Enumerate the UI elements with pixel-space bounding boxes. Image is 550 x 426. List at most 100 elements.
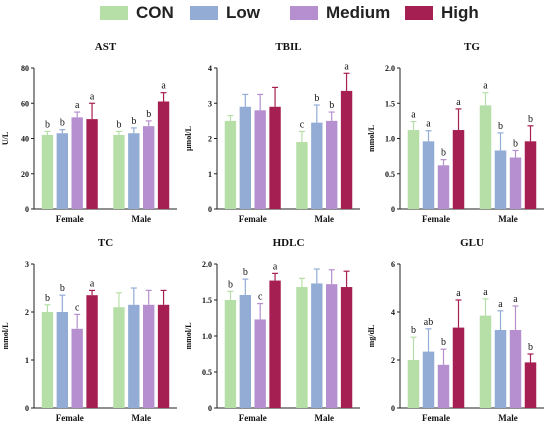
bar-high-male — [524, 141, 537, 209]
significance-label: b — [528, 342, 533, 353]
bar-medium-male — [509, 157, 522, 209]
bar-con-female — [41, 312, 54, 408]
y-tick-label: 3 — [25, 260, 29, 269]
bar-con-female — [41, 134, 54, 209]
bar-high-female — [269, 280, 281, 408]
y-tick-label: 20 — [21, 170, 29, 179]
bar-low-male — [128, 304, 140, 408]
bar-high-male — [157, 304, 170, 408]
chart-title-tbil: TBIL — [275, 41, 301, 53]
y-tick-label: 1 — [208, 170, 212, 179]
bar-medium-female — [437, 165, 450, 209]
significance-label: a — [483, 81, 488, 92]
bar-medium-female — [437, 364, 450, 408]
y-tick-label: 4 — [391, 308, 395, 317]
significance-label: b — [498, 121, 503, 132]
bar-low-male — [311, 283, 323, 408]
significance-label: c — [300, 119, 305, 130]
significance-label: b — [60, 118, 65, 129]
bar-low-male — [128, 133, 140, 209]
significance-label: b — [329, 100, 334, 111]
significance-label: c — [75, 302, 80, 313]
bar-con-female — [407, 360, 420, 408]
bar-con-female — [224, 300, 237, 408]
y-axis-label-tg: mmol/L — [367, 125, 376, 152]
y-axis-label-tc: mmol/L — [1, 322, 10, 349]
y-tick-label: 0.5 — [385, 170, 395, 179]
y-tick-label: 1.5 — [385, 99, 395, 108]
significance-label: a — [513, 294, 518, 305]
x-tick-label-female: Female — [422, 214, 450, 224]
legend-swatch-high — [405, 6, 433, 20]
chart-title-tc: TC — [98, 237, 113, 249]
y-tick-label: 0 — [25, 205, 29, 214]
y-tick-label: 0 — [208, 404, 212, 413]
y-tick-label: 3 — [208, 99, 212, 108]
bar-high-female — [452, 130, 465, 209]
bar-medium-male — [143, 126, 155, 209]
x-tick-label-male: Male — [132, 214, 152, 224]
significance-label: b — [314, 93, 319, 104]
bar-medium-male — [326, 284, 338, 408]
significance-label: a — [75, 100, 80, 111]
bar-low-female — [56, 312, 68, 408]
y-tick-label: 1 — [25, 356, 29, 365]
legend-label-medium: Medium — [326, 3, 391, 22]
y-tick-label: 1.0 — [202, 332, 212, 341]
y-tick-label: 2 — [25, 308, 29, 317]
significance-label: a — [90, 91, 95, 102]
significance-label: b — [411, 325, 416, 336]
y-tick-label: 0 — [391, 404, 395, 413]
bar-con-female — [407, 130, 420, 209]
legend-label-con: CON — [136, 3, 174, 22]
x-tick-label-female: Female — [422, 413, 450, 423]
bar-high-female — [86, 295, 98, 408]
bar-high-female — [452, 327, 465, 408]
bar-medium-male — [326, 120, 338, 209]
y-tick-label: 2 — [391, 356, 395, 365]
legend-swatch-medium — [290, 6, 318, 20]
significance-label: b — [131, 116, 136, 127]
bar-high-male — [524, 362, 537, 408]
legend-label-low: Low — [226, 3, 260, 22]
chart-hdlc: HDLC mmol/L 0 0.5 1.0 1.5 2.0 bb c a Female Male — [184, 237, 360, 423]
y-tick-label: 0 — [25, 404, 29, 413]
y-tick-label: 6 — [391, 260, 395, 269]
x-tick-label-female: Female — [239, 214, 267, 224]
bar-con-male — [113, 307, 125, 408]
bar-con-male — [479, 105, 492, 209]
bar-high-female — [269, 106, 281, 209]
y-axis-label-tbil: μmol/L — [184, 126, 193, 151]
chart-title-hdlc: HDLC — [273, 237, 305, 249]
legend-swatch-low — [190, 6, 218, 20]
legend-item-con: CON — [100, 3, 174, 22]
y-tick-label: 0.5 — [202, 368, 212, 377]
bar-medium-male — [143, 304, 155, 408]
legend-label-high: High — [441, 3, 479, 22]
y-tick-label: 0 — [391, 205, 395, 214]
x-tick-label-female: Female — [56, 413, 84, 423]
y-tick-label: 2 — [208, 135, 212, 144]
significance-label: b — [528, 114, 533, 125]
legend-item-low: Low — [190, 3, 260, 22]
y-tick-label: 0 — [208, 205, 212, 214]
bar-low-female — [422, 351, 435, 408]
bar-high-male — [340, 287, 353, 408]
significance-label: b — [45, 293, 50, 304]
bar-con-female — [224, 120, 237, 209]
bar-con-male — [113, 134, 125, 209]
significance-label: a — [161, 81, 166, 92]
significance-label: a — [411, 110, 416, 121]
significance-label: b — [60, 283, 65, 294]
legend-item-high: High — [405, 3, 479, 22]
bar-low-male — [311, 122, 323, 209]
significance-label: c — [258, 292, 263, 303]
significance-label: a — [273, 261, 278, 272]
bar-medium-female — [254, 319, 266, 408]
chart-title-ast: AST — [95, 41, 117, 53]
bar-low-male — [494, 330, 507, 408]
y-axis-label-hdlc: mmol/L — [184, 322, 193, 349]
y-tick-label: 1.5 — [202, 296, 212, 305]
bar-medium-female — [71, 328, 83, 408]
